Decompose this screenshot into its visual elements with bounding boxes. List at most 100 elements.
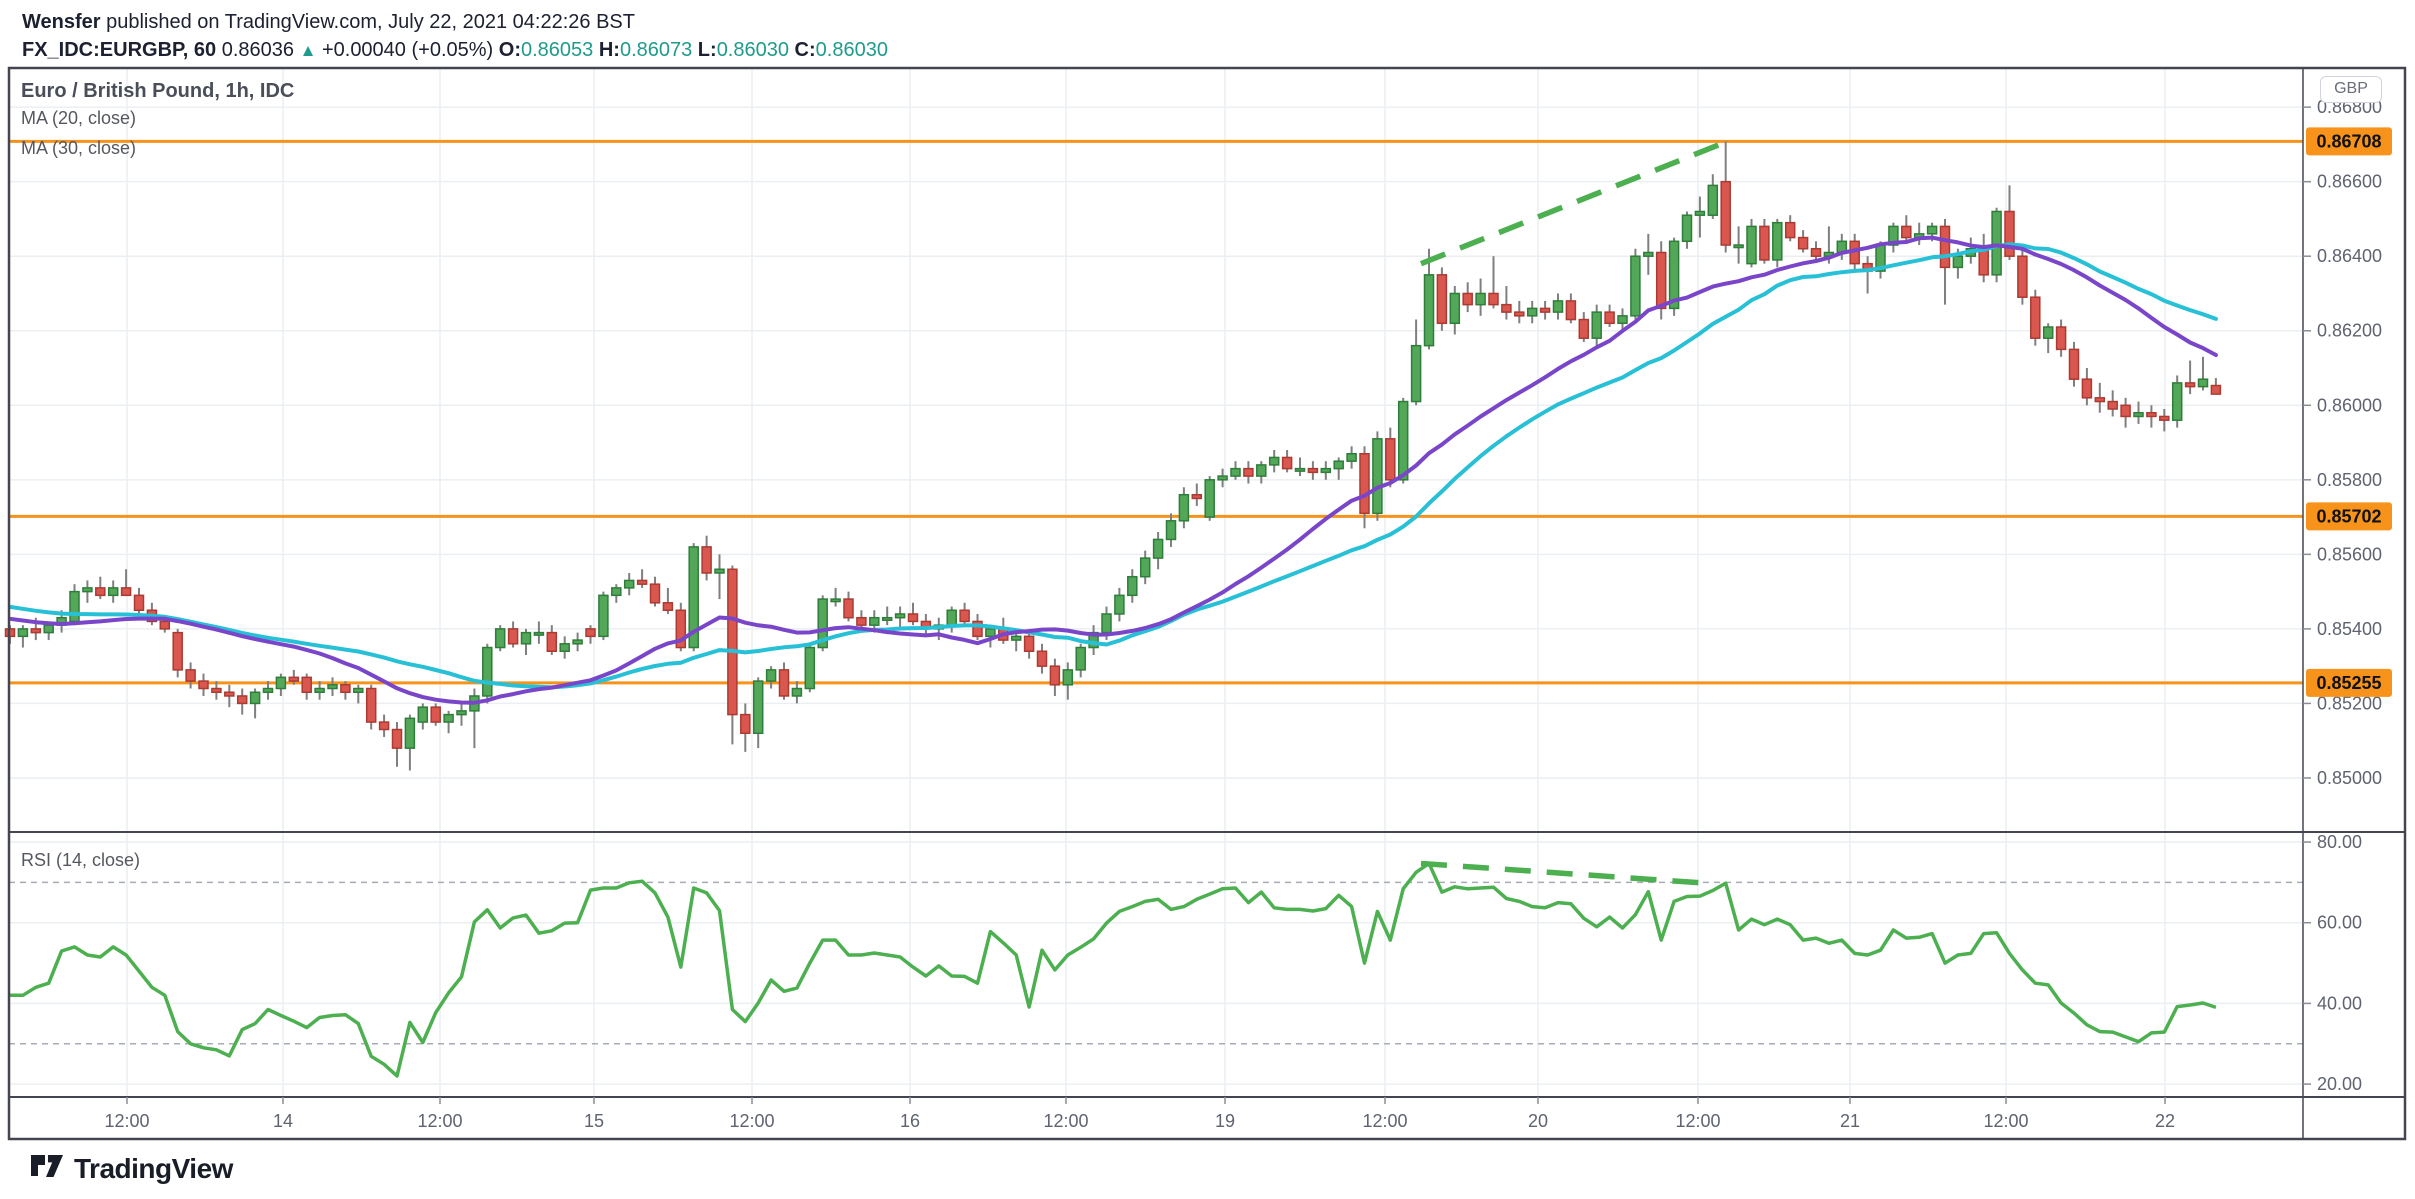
candle-up <box>249 691 261 705</box>
candle-down <box>120 587 132 597</box>
price-axis-label: 0.86200 <box>2317 321 2382 341</box>
candle-up <box>82 587 93 593</box>
candle-up <box>1630 255 1641 317</box>
candle-down <box>585 628 596 638</box>
candle-up <box>1694 210 1706 216</box>
candle-up <box>314 687 325 693</box>
candle-down <box>959 609 970 623</box>
price-axis[interactable]: 0.868000.866000.864000.862000.860000.858… <box>2303 97 2392 788</box>
time-axis-label: 12:00 <box>1043 1111 1088 1131</box>
candle-down <box>1759 225 1770 261</box>
price-trendline-dashed[interactable] <box>1419 141 1722 267</box>
ma30-legend: MA (30, close) <box>21 138 137 158</box>
price-axis-label: 0.85600 <box>2317 544 2382 564</box>
candle-down <box>133 594 145 612</box>
candle-up <box>598 594 609 638</box>
candle-up <box>830 598 841 603</box>
brand-wordmark: TradingView <box>74 1152 233 1184</box>
candle-up <box>107 587 119 597</box>
candle-down <box>1049 665 1061 686</box>
candle-down <box>1539 307 1551 313</box>
ohlc-label: C: <box>788 39 816 61</box>
candle-up <box>765 669 777 682</box>
candle-down <box>1720 180 1731 246</box>
candle-down <box>662 602 674 612</box>
candle-down <box>649 583 661 604</box>
rsi-axis[interactable]: 80.00 60.00 40.00 20.00 <box>2303 832 2362 1094</box>
price-axis-label: 0.86000 <box>2317 395 2382 415</box>
ma20-legend: MA (20, close) <box>21 108 137 128</box>
candle-down <box>159 620 171 630</box>
candle-down <box>1243 467 1254 477</box>
price-level-badge-label: 0.85702 <box>2316 506 2381 526</box>
candle-up <box>559 643 570 652</box>
candle-down <box>2094 397 2106 403</box>
candle-down <box>172 631 183 671</box>
candle-up <box>1952 255 1964 269</box>
candle-down <box>856 616 867 626</box>
rsi-axis-label: 60.00 <box>2317 913 2362 933</box>
time-axis-label: 12:00 <box>1362 1111 1407 1131</box>
candle-up <box>1643 251 1654 257</box>
candle-down <box>185 669 196 682</box>
candle-up <box>1268 456 1280 466</box>
candle-down <box>236 695 248 705</box>
time-axis-label: 12:00 <box>1675 1111 1720 1131</box>
candle-down <box>2068 348 2080 380</box>
candle-up <box>1449 292 1461 325</box>
ohlc-value: 0.86053 <box>520 39 594 61</box>
candle-down <box>288 676 300 682</box>
candle-down <box>1901 225 1912 239</box>
last-price: 0.86036 <box>221 39 294 61</box>
published-text: published on TradingView.com, July 22, 2… <box>100 11 635 33</box>
candle-up <box>611 587 622 597</box>
candle-down <box>740 713 751 734</box>
candle-down <box>1023 635 1035 652</box>
time-axis-label: 14 <box>273 1111 293 1131</box>
candle-down <box>701 546 712 574</box>
candle-up <box>2042 326 2054 339</box>
candle-up <box>1333 460 1344 470</box>
candle-down <box>224 691 235 697</box>
candle-up <box>1320 467 1332 474</box>
candle-up <box>533 631 545 636</box>
candle-up <box>1075 646 1086 671</box>
time-axis-label: 22 <box>2155 1111 2175 1131</box>
candle-down <box>1514 311 1525 317</box>
candle-up <box>1010 635 1022 641</box>
currency-unit-button[interactable]: GBP <box>2320 76 2382 103</box>
candle-down <box>1604 311 1615 325</box>
candles-layer[interactable] <box>4 180 2222 749</box>
price-axis-label: 0.85200 <box>2317 693 2382 713</box>
candle-up <box>353 687 364 693</box>
candle-up <box>869 616 880 626</box>
candle-down <box>1462 292 1473 306</box>
candle-up <box>1127 575 1138 597</box>
price-axis-label: 0.85800 <box>2317 470 2382 490</box>
candle-down <box>1939 225 1951 269</box>
candle-up <box>1152 538 1164 559</box>
chart-frame-border <box>7 66 2407 1141</box>
candle-down <box>843 598 854 619</box>
candle-down <box>2055 326 2067 351</box>
candle-down <box>1359 452 1370 515</box>
candle-up <box>572 639 583 645</box>
candle-down <box>778 669 790 697</box>
price-level-badge-label: 0.85255 <box>2316 673 2381 693</box>
pane-title: Euro / British Pound, 1h, IDC <box>21 80 295 102</box>
ohlc-label: L: <box>692 39 717 61</box>
candle-up <box>1423 274 1435 347</box>
candle-up <box>1372 438 1383 515</box>
time-axis-label: 19 <box>1215 1111 1235 1131</box>
rsi-trendline-dashed[interactable] <box>1420 860 1707 886</box>
candle-down <box>2184 382 2196 388</box>
time-axis[interactable]: 12:00 14 12:00 15 12:00 16 12:00 19 12:00 20 12:00… <box>104 1097 2175 1131</box>
candle-up <box>456 710 467 716</box>
candle-down <box>2017 255 2028 298</box>
candle-down <box>675 609 687 649</box>
candle-down <box>507 628 519 645</box>
footer-brand[interactable]: TradingView <box>30 1152 233 1185</box>
arrow-up-icon: ▲ <box>299 41 317 60</box>
candle-up <box>1397 400 1409 481</box>
